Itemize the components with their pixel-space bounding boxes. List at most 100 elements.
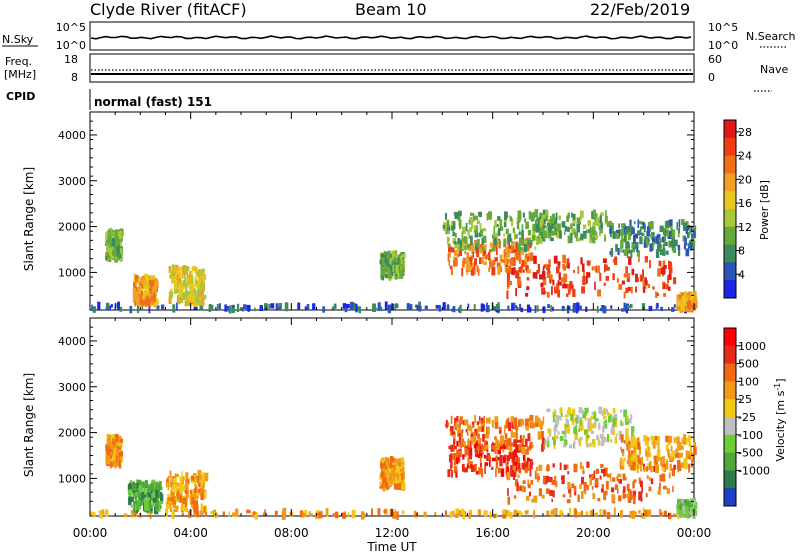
data-cell — [478, 467, 483, 475]
data-cell — [599, 215, 602, 223]
data-cell — [181, 480, 184, 484]
data-cell — [587, 418, 591, 426]
data-cell — [648, 477, 651, 481]
data-cell — [139, 492, 142, 499]
data-cell — [395, 485, 398, 490]
data-cell — [482, 433, 485, 442]
data-cell — [497, 239, 500, 246]
data-cell — [461, 438, 464, 442]
data-cell — [567, 471, 570, 475]
data-cell — [398, 458, 402, 463]
data-cell — [566, 293, 569, 297]
data-cell — [542, 475, 546, 484]
data-cell — [626, 273, 631, 279]
data-cell — [647, 226, 650, 235]
data-cell — [495, 439, 499, 448]
data-cell — [589, 425, 593, 432]
data-cell — [673, 277, 677, 285]
data-cell — [550, 216, 552, 223]
data-cell — [679, 505, 681, 510]
data-cell — [380, 254, 385, 258]
data-cell — [118, 459, 121, 468]
data-cell — [632, 481, 635, 489]
data-cell — [681, 437, 685, 444]
data-cell — [644, 440, 649, 446]
data-cell — [145, 493, 148, 498]
data-cell — [660, 512, 663, 517]
data-cell — [199, 283, 203, 288]
data-cell — [552, 463, 555, 468]
data-cell — [278, 306, 282, 310]
data-cell — [201, 280, 203, 285]
data-cell — [544, 230, 548, 239]
data-cell — [518, 468, 522, 474]
data-cell — [505, 468, 508, 475]
cpid-mode: normal (fast) 151 — [94, 95, 212, 109]
data-cell — [534, 421, 539, 428]
data-cell — [185, 496, 188, 502]
data-cell — [519, 435, 522, 439]
data-cell — [150, 275, 153, 280]
data-cell — [482, 228, 487, 232]
data-cell — [202, 471, 205, 481]
data-cell — [315, 512, 320, 519]
data-cell — [181, 471, 183, 479]
data-cell — [584, 429, 588, 435]
data-cell — [520, 419, 524, 426]
data-cell — [470, 219, 474, 229]
data-cell — [620, 434, 624, 442]
data-cell — [511, 242, 515, 246]
data-cell — [517, 510, 522, 517]
data-cell — [205, 511, 207, 517]
data-cell — [264, 303, 268, 310]
data-cell — [526, 467, 531, 472]
data-cell — [630, 437, 633, 444]
data-cell — [591, 486, 594, 490]
data-cell — [596, 216, 600, 223]
data-cell — [549, 279, 552, 284]
noise-panel: N.Sky 10^5 10^0 10^5 10^0 N.Search — [2, 21, 796, 52]
data-cell — [609, 226, 612, 234]
data-cell — [509, 245, 512, 250]
data-cell — [527, 483, 531, 489]
data-cell — [203, 482, 205, 487]
data-cell — [671, 468, 675, 477]
data-cell — [511, 432, 516, 438]
data-cell — [383, 250, 386, 260]
data-cell — [158, 504, 161, 512]
data-cell — [638, 458, 642, 465]
data-cell — [468, 509, 473, 516]
data-cell — [191, 501, 194, 508]
data-cell — [479, 245, 483, 254]
data-cell — [510, 218, 514, 227]
data-cell — [226, 306, 230, 312]
data-cell — [591, 473, 595, 481]
data-cell — [631, 243, 636, 253]
data-cell — [453, 438, 456, 444]
colorbar-block — [724, 452, 736, 471]
noise-left-tick-top: 10^5 — [56, 21, 86, 34]
data-cell — [533, 495, 538, 503]
data-cell — [578, 305, 582, 311]
data-cell — [449, 265, 453, 270]
data-cell — [176, 274, 179, 283]
data-cell — [627, 286, 631, 292]
data-cell — [637, 437, 640, 443]
data-cell — [536, 305, 539, 312]
data-cell — [658, 238, 663, 243]
data-cell — [630, 453, 633, 458]
data-cell — [159, 486, 163, 491]
data-cell — [553, 223, 557, 229]
data-cell — [371, 508, 373, 516]
data-cell — [200, 478, 204, 487]
data-cell — [552, 490, 555, 498]
data-cell — [593, 470, 596, 479]
data-cell — [486, 215, 489, 221]
data-cell — [114, 447, 118, 455]
data-cell — [632, 461, 636, 470]
data-cell — [118, 449, 121, 454]
data-cell — [194, 280, 199, 285]
data-cell — [511, 302, 515, 311]
data-cell — [332, 513, 336, 517]
